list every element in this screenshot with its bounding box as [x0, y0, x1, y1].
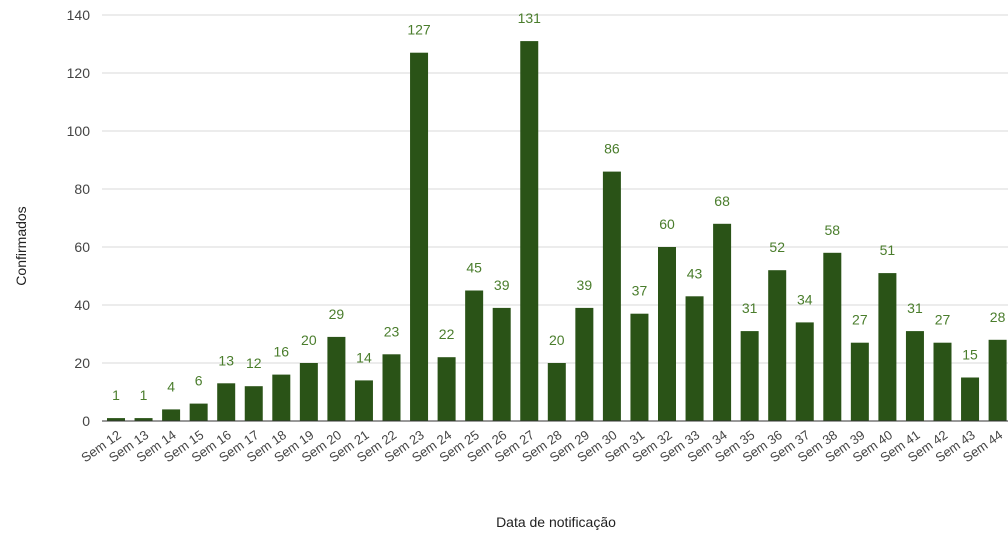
y-tick-label: 140 [67, 7, 91, 23]
data-label: 39 [577, 277, 593, 293]
bar [658, 247, 676, 421]
bar [189, 403, 208, 421]
data-label: 37 [632, 283, 648, 299]
bar [961, 377, 980, 421]
bar [905, 331, 924, 421]
bar [602, 171, 621, 421]
bar [823, 252, 842, 421]
data-label: 13 [218, 352, 234, 368]
data-label: 6 [195, 373, 203, 389]
bar [382, 354, 401, 421]
data-label: 43 [687, 265, 703, 281]
data-label: 58 [825, 222, 841, 238]
data-label: 86 [604, 141, 620, 157]
bar [107, 418, 125, 421]
data-label: 16 [274, 344, 290, 360]
data-label: 23 [384, 323, 400, 339]
data-label: 29 [329, 306, 345, 322]
y-tick-label: 20 [74, 355, 90, 371]
data-label: 34 [797, 291, 813, 307]
bar [630, 313, 649, 421]
data-label: 127 [407, 22, 431, 38]
bar [713, 223, 732, 421]
data-label: 14 [356, 349, 372, 365]
data-label: 31 [907, 300, 923, 316]
y-axis-tick-labels: 0 20 40 60 80 100 120 140 [67, 7, 91, 429]
bar [685, 296, 704, 421]
data-label: 20 [549, 332, 565, 348]
data-label: 12 [246, 355, 262, 371]
bar [768, 270, 787, 421]
bars [107, 41, 1007, 421]
bar [244, 386, 263, 421]
data-label: 15 [962, 347, 978, 363]
bar [575, 307, 594, 421]
bar [520, 41, 539, 421]
data-label: 1 [112, 387, 120, 403]
data-label: 1 [140, 387, 148, 403]
bar [272, 374, 291, 421]
bar [354, 380, 373, 421]
y-tick-label: 60 [74, 239, 90, 255]
data-label: 27 [852, 312, 868, 328]
data-labels: 1 14 613 1216202914231272245391312039863760… [112, 10, 1005, 403]
data-label: 60 [659, 216, 675, 232]
y-tick-label: 80 [74, 181, 90, 197]
data-label: 4 [167, 378, 175, 394]
data-label: 52 [769, 239, 785, 255]
bar [850, 342, 869, 421]
data-label: 20 [301, 332, 317, 348]
gridlines [102, 14, 1008, 364]
bar [134, 418, 153, 421]
y-tick-label: 40 [74, 297, 90, 313]
data-label: 39 [494, 277, 510, 293]
y-tick-label: 100 [67, 123, 91, 139]
y-axis-title: Confirmados [13, 206, 29, 285]
y-tick-label: 120 [67, 65, 91, 81]
data-label: 22 [439, 326, 455, 342]
bar [327, 336, 346, 421]
bar [988, 339, 1007, 421]
bar [162, 409, 181, 421]
bar [492, 307, 511, 421]
bar [740, 331, 759, 421]
data-label: 31 [742, 300, 758, 316]
x-axis-title: Data de notificação [496, 514, 616, 530]
data-label: 131 [518, 10, 542, 26]
data-label: 45 [466, 260, 482, 276]
data-label: 51 [880, 242, 896, 258]
data-label: 27 [935, 312, 951, 328]
bar [217, 383, 236, 421]
bar [878, 273, 897, 421]
bar [547, 363, 566, 421]
bar [465, 290, 484, 421]
bar [437, 357, 456, 421]
bar [933, 342, 952, 421]
bar [410, 52, 429, 421]
data-label: 28 [990, 309, 1006, 325]
bar [795, 322, 814, 421]
bar [299, 363, 318, 421]
y-tick-label: 0 [82, 413, 90, 429]
data-label: 68 [714, 193, 730, 209]
